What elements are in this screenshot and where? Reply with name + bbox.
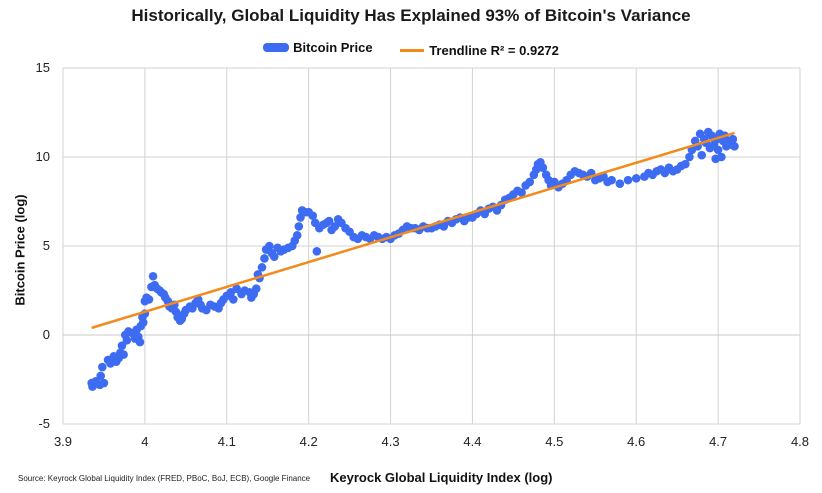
data-point: [269, 252, 279, 261]
legend-swatch-trendline: [400, 49, 425, 52]
data-point: [251, 284, 261, 294]
data-point: [330, 222, 340, 231]
data-point: [623, 175, 633, 185]
y-tick-label: 0: [43, 327, 50, 342]
data-point: [717, 152, 726, 162]
data-point: [607, 175, 616, 185]
data-point: [144, 295, 154, 304]
legend-item-trendline: Trendline R² = 0.9272: [400, 43, 559, 58]
source-note: Source: Keyrock Global Liquidity Index (…: [18, 474, 311, 483]
data-point: [135, 337, 145, 347]
data-point: [96, 371, 105, 381]
y-tick-label: 15: [36, 60, 50, 75]
data-point: [138, 318, 148, 327]
x-tick-label: 4.3: [382, 434, 400, 449]
data-point: [631, 174, 641, 183]
data-point: [538, 163, 548, 172]
data-point: [728, 134, 738, 144]
x-tick-label: 4.7: [709, 434, 727, 449]
x-tick-label: 4.2: [300, 434, 318, 449]
y-axis-label-wrap: Bitcoin Price (log): [0, 160, 40, 340]
data-point: [260, 254, 269, 263]
x-tick-label: 4.8: [791, 434, 809, 449]
data-point: [308, 211, 318, 221]
trendline-path: [91, 131, 735, 330]
data-point: [697, 150, 707, 160]
legend-item-bitcoin-price: Bitcoin Price: [263, 40, 373, 55]
y-tick-label: 5: [43, 238, 50, 253]
x-axis-ticks: 3.9 4 4.1 4.2 4.3 4.4 4.5 4.6 4.7 4.8: [54, 434, 809, 449]
y-axis-label: Bitcoin Price (log): [12, 194, 28, 306]
data-point: [615, 179, 625, 188]
data-point: [99, 378, 109, 388]
data-point: [148, 271, 158, 281]
x-tick-label: 4.4: [463, 434, 481, 449]
legend-label-trendline: Trendline R² = 0.9272: [429, 43, 559, 58]
data-point: [294, 222, 304, 231]
x-tick-label: 4: [141, 434, 148, 449]
data-point: [257, 263, 267, 272]
data-point: [229, 295, 238, 304]
data-point: [324, 216, 334, 226]
x-axis-label: Keyrock Global Liquidity Index (log): [330, 470, 553, 485]
data-point: [98, 362, 107, 372]
chart-title: Historically, Global Liquidity Has Expla…: [131, 6, 691, 25]
data-point: [122, 336, 132, 345]
data-point: [685, 152, 694, 162]
data-point: [517, 188, 526, 197]
data-point: [292, 231, 302, 240]
gridlines: [62, 67, 801, 425]
chart-legend: Bitcoin Price Trendline R² = 0.9272: [0, 40, 822, 58]
y-axis-ticks: -5 0 5 10 15: [36, 60, 50, 431]
data-points: [87, 127, 739, 391]
y-tick-label: 10: [36, 149, 50, 164]
data-point: [681, 159, 690, 169]
x-tick-label: 4.5: [545, 434, 563, 449]
trendline: [91, 131, 735, 330]
legend-swatch-scatter: [263, 43, 290, 52]
legend-label-bitcoin-price: Bitcoin Price: [293, 40, 373, 55]
data-point: [119, 350, 128, 359]
x-tick-label: 4.6: [627, 434, 645, 449]
data-point: [312, 247, 322, 256]
data-point: [730, 142, 739, 151]
data-point: [265, 241, 274, 251]
x-tick-label: 4.1: [218, 434, 236, 449]
y-tick-label: -5: [38, 416, 50, 431]
data-point: [713, 145, 723, 155]
data-point: [525, 177, 535, 187]
x-tick-label: 3.9: [54, 434, 72, 449]
